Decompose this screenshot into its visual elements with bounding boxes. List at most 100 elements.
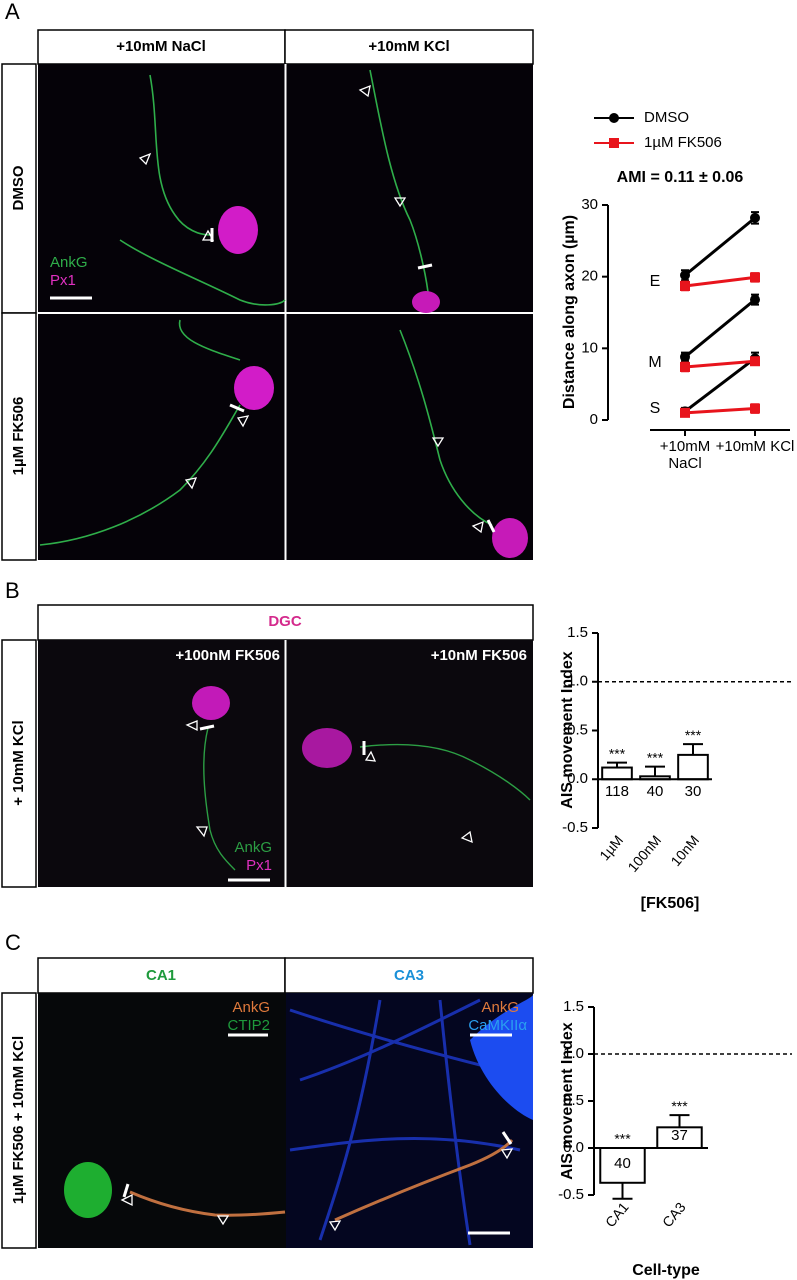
y-tick-label: 30 xyxy=(581,196,598,213)
n-label: 40 xyxy=(614,1155,631,1172)
n-label: 118 xyxy=(605,783,629,800)
data-point xyxy=(680,361,690,372)
y-tick-label: 1.5 xyxy=(563,998,584,1015)
y-tick-label: 0 xyxy=(590,411,598,428)
legend-marker xyxy=(609,138,619,148)
x-tick-label: 100nM xyxy=(624,832,664,875)
y-tick-label: 0.5 xyxy=(567,721,588,738)
y-tick-label: 10 xyxy=(581,339,598,356)
row-header: 1µM FK506 + 10mM KCl xyxy=(10,1036,27,1204)
series-line xyxy=(684,357,756,413)
x-tick-label: +10mM KCl xyxy=(715,438,795,455)
row-header: DMSO xyxy=(10,165,27,210)
x-axis-label: Cell-type xyxy=(632,1262,700,1279)
row-header: + 10mM KCl xyxy=(10,720,27,805)
n-label: 37 xyxy=(671,1127,688,1144)
column-header: CA1 xyxy=(146,967,176,984)
bar xyxy=(599,1147,646,1184)
significance: *** xyxy=(614,1131,631,1147)
x-tick-label: CA3 xyxy=(659,1199,689,1230)
y-tick-label: 1.5 xyxy=(567,624,588,641)
panel-letter: B xyxy=(5,578,20,603)
series-line xyxy=(684,359,756,369)
series-line xyxy=(684,216,756,277)
series-line xyxy=(684,298,756,359)
row-header: 1µM FK506 xyxy=(10,397,27,476)
row-header-box xyxy=(1,312,37,561)
x-tick-label: 10nM xyxy=(667,832,702,869)
data-point xyxy=(680,280,690,291)
x-tick-label: +10mM NaCl xyxy=(659,438,711,472)
legend-label: 1µM FK506 xyxy=(644,134,722,151)
micrograph xyxy=(38,64,533,560)
data-point xyxy=(750,272,760,283)
y-tick-label: 0.0 xyxy=(567,770,588,787)
y-tick-label: 20 xyxy=(581,268,598,285)
stain-label: Px1 xyxy=(246,857,272,874)
error-bar xyxy=(669,1114,690,1128)
data-point xyxy=(680,351,690,362)
stain-label: Px1 xyxy=(50,272,76,289)
y-axis-label: AIS movement Index xyxy=(559,1022,576,1179)
n-label: 30 xyxy=(685,783,702,800)
significance: *** xyxy=(647,749,664,765)
stain-label: AnkG xyxy=(232,999,270,1016)
data-point xyxy=(750,294,760,305)
x-tick-label-box: +10mM NaCl xyxy=(659,438,711,472)
series-line xyxy=(684,275,756,288)
data-point xyxy=(680,270,690,281)
line-label: M xyxy=(648,354,661,371)
error-bar xyxy=(612,1182,633,1200)
y-tick-label: 0.0 xyxy=(563,1139,584,1156)
x-tick-label: 1µM xyxy=(596,832,626,863)
legend-marker xyxy=(609,113,619,123)
stain-label: CTIP2 xyxy=(227,1017,270,1034)
legend-label: DMSO xyxy=(644,109,689,126)
y-tick-label: 1.0 xyxy=(563,1045,584,1062)
y-tick-label: -0.5 xyxy=(562,819,588,836)
error-bar xyxy=(645,765,665,777)
data-point xyxy=(750,403,760,414)
y-axis-label: Distance along axon (µm) xyxy=(561,215,578,409)
bar xyxy=(677,753,709,781)
image-title: +10nM FK506 xyxy=(431,647,527,664)
column-header: +10mM NaCl xyxy=(116,38,206,55)
stain-label: CaMKIIα xyxy=(468,1017,527,1034)
row-header-box xyxy=(1,639,37,888)
x-tick-label-box: +10mM KCl xyxy=(715,438,795,455)
error-bar xyxy=(683,743,703,755)
micrograph xyxy=(38,640,533,887)
x-axis-label: [FK506] xyxy=(641,895,700,912)
column-header: CA3 xyxy=(394,967,424,984)
y-tick-label: 1.0 xyxy=(567,673,588,690)
stain-label: AnkG xyxy=(481,999,519,1016)
data-point xyxy=(750,212,760,223)
column-header-box xyxy=(37,29,286,65)
row-header-box xyxy=(1,992,37,1249)
significance: *** xyxy=(609,745,626,761)
stain-label: AnkG xyxy=(50,254,88,271)
column-header: DGC xyxy=(268,613,302,630)
bar xyxy=(601,766,633,781)
stain-label: AnkG xyxy=(234,839,272,856)
y-tick-label: 0.5 xyxy=(563,1092,584,1109)
n-label: 40 xyxy=(647,783,664,800)
line-label: E xyxy=(650,273,661,290)
series-line xyxy=(684,407,756,415)
significance: *** xyxy=(671,1098,688,1114)
data-point xyxy=(750,356,760,367)
x-tick-label: CA1 xyxy=(602,1199,632,1230)
panel-letter: A xyxy=(5,0,20,24)
column-header-box xyxy=(284,957,534,994)
micrograph xyxy=(38,993,533,1248)
column-header-box xyxy=(37,957,286,994)
line-label: S xyxy=(650,400,661,417)
image-title: +100nM FK506 xyxy=(175,647,280,664)
column-header-box xyxy=(37,604,534,641)
column-header-box xyxy=(284,29,534,65)
panel-letter: C xyxy=(5,930,21,955)
y-tick-label: -0.5 xyxy=(558,1186,584,1203)
chart-title: AMI = 0.11 ± 0.06 xyxy=(617,169,744,186)
column-header: +10mM KCl xyxy=(368,38,449,55)
